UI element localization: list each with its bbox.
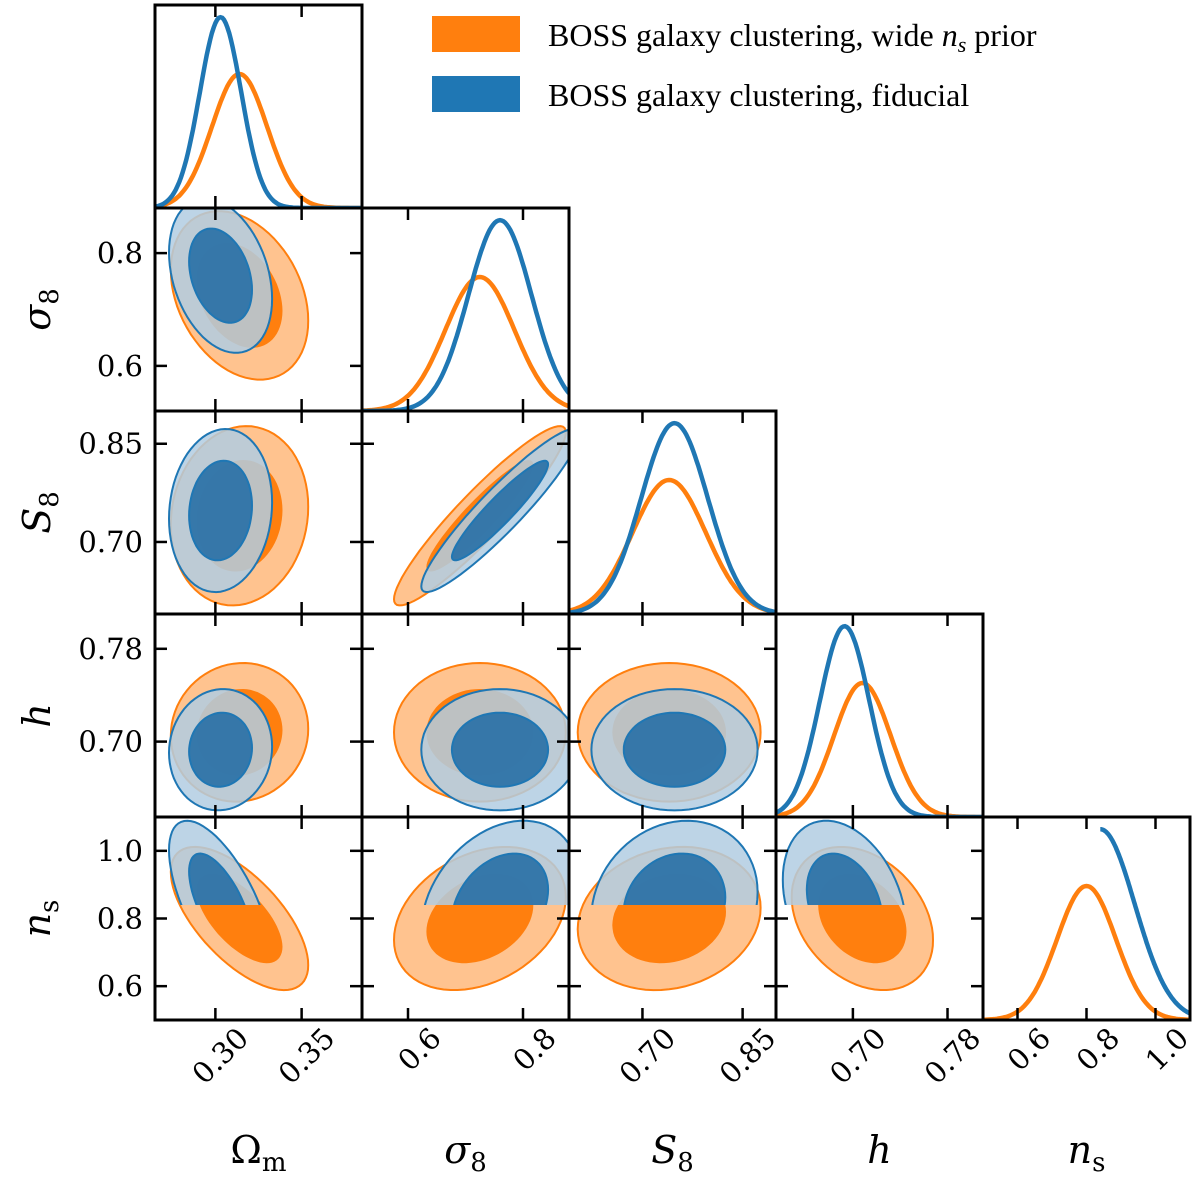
- pdf-curve-S8-1: [569, 420, 776, 614]
- contour-inner-om-S8-1: [188, 459, 254, 562]
- contour-group-om-h-1: [167, 688, 274, 812]
- x-axis-label-s8: σ8: [444, 1128, 487, 1178]
- pdf-curve-om-0: [155, 71, 362, 208]
- panel-content: [569, 420, 776, 614]
- y-tick-label-ns: 0.6: [97, 969, 143, 1003]
- panel-h-ns: [774, 815, 985, 1022]
- panel-S8-h: [567, 612, 778, 819]
- y-tick-label-ns: 0.8: [97, 902, 143, 936]
- contour-inner-s8-ns-1: [453, 852, 550, 905]
- panel-s8-S8: [360, 409, 571, 616]
- panel-content: [392, 425, 569, 607]
- panel-S8-ns: [567, 815, 778, 1022]
- panel-content: [167, 661, 310, 812]
- panel-s8-h: [360, 612, 571, 819]
- x-tick-label-h: 0.70: [823, 1021, 893, 1091]
- contour-inner-om-ns-1: [188, 852, 246, 905]
- pdf-curve-h-1: [776, 623, 983, 817]
- panel-content: [167, 208, 310, 381]
- pdf-curve-ns-0: [983, 883, 1190, 1020]
- x-tick-label-ns: 0.8: [1070, 1021, 1127, 1078]
- contour-group-s8-h-1: [420, 688, 569, 812]
- x-tick-label-ns: 1.0: [1139, 1021, 1196, 1078]
- y-axis-label-ns: ns: [15, 900, 65, 938]
- x-tick-label-ns: 0.6: [1001, 1021, 1058, 1078]
- panel-content: [362, 217, 569, 411]
- x-tick-label-h: 0.78: [918, 1021, 988, 1091]
- contour-group-S8-h-1: [590, 688, 759, 812]
- panel-s8-ns: [360, 815, 571, 1022]
- y-axis-label-S8: S8: [15, 491, 65, 534]
- panel-content: [776, 623, 983, 817]
- panel-S8-S8: [567, 409, 778, 616]
- panel-content: [167, 819, 310, 992]
- panel-h-h: [774, 612, 985, 819]
- y-tick-label-s8: 0.8: [97, 236, 143, 270]
- panel-frame: [774, 612, 985, 819]
- legend-swatch-orange: [432, 16, 520, 52]
- panel-content: [983, 826, 1190, 1020]
- y-tick-label-S8: 0.85: [78, 427, 143, 461]
- x-axis-label-h: h: [867, 1128, 891, 1172]
- panel-om-h: [153, 612, 364, 819]
- x-axis-label-om: Ωm: [230, 1128, 286, 1178]
- y-axis-label-s8: σ8: [15, 288, 65, 331]
- contour-inner-om-s8-1: [188, 227, 254, 324]
- y-tick-label-ns: 1.0: [97, 834, 143, 868]
- legend-label-blue: BOSS galaxy clustering, fiducial: [548, 77, 969, 113]
- y-tick-label-h: 0.70: [78, 725, 143, 759]
- y-tick-label-S8: 0.70: [78, 525, 143, 559]
- x-tick-label-om: 0.35: [272, 1021, 342, 1091]
- contour-group-s8-ns-1: [423, 819, 569, 905]
- contour-group-S8-ns-1: [591, 819, 759, 905]
- legend: BOSS galaxy clustering, wide ns prior BO…: [432, 16, 1037, 113]
- x-axis-label-S8: S8: [651, 1128, 694, 1178]
- pdf-curve-S8-0: [569, 477, 776, 614]
- panel-content: [155, 14, 362, 208]
- contour-inner-s8-S8-1: [450, 459, 550, 562]
- panel-s8-s8: [360, 206, 571, 413]
- contour-group-h-ns-1: [781, 819, 905, 905]
- panel-om-om: [153, 3, 364, 210]
- contour-group-s8-S8-1: [420, 428, 569, 594]
- panel-frame: [981, 815, 1192, 1022]
- contour-group-om-S8-1: [167, 427, 274, 594]
- y-tick-label-h: 0.78: [78, 632, 143, 666]
- y-tick-label-s8: 0.6: [97, 349, 143, 383]
- x-tick-label-s8: 0.6: [391, 1021, 448, 1078]
- contour-inner-h-ns-1: [805, 852, 882, 905]
- x-tick-label-S8: 0.70: [613, 1021, 683, 1091]
- panel-ns-ns: [981, 815, 1192, 1022]
- contour-inner-om-h-1: [188, 711, 254, 788]
- panel-content: [167, 425, 310, 607]
- contour-inner-S8-ns-1: [623, 852, 727, 905]
- x-tick-label-s8: 0.8: [506, 1021, 563, 1078]
- panel-content: [392, 819, 569, 991]
- y-axis-label-h: h: [15, 703, 59, 727]
- legend-swatch-blue: [432, 76, 520, 112]
- panel-content: [576, 661, 762, 812]
- x-axis-label-ns: ns: [1068, 1128, 1106, 1178]
- panel-content: [576, 819, 762, 992]
- contour-inner-s8-h-1: [450, 711, 550, 788]
- x-tick-label-S8: 0.85: [713, 1021, 783, 1091]
- panel-om-s8: [153, 206, 364, 413]
- contour-inner-S8-h-1: [622, 711, 727, 788]
- x-tick-label-om: 0.30: [185, 1021, 255, 1091]
- panel-content: [392, 661, 569, 812]
- panel-om-ns: [153, 815, 364, 1022]
- pdf-curve-s8-0: [362, 274, 569, 411]
- pdf-curve-om-1: [155, 14, 362, 208]
- panel-frame: [567, 409, 778, 616]
- contour-group-om-s8-1: [167, 208, 274, 354]
- contour-group-om-ns-1: [167, 819, 261, 905]
- panel-om-S8: [153, 409, 364, 616]
- pdf-curve-ns-1: [1100, 826, 1190, 1016]
- panel-content: [781, 819, 935, 991]
- legend-label-orange: BOSS galaxy clustering, wide ns prior: [548, 17, 1037, 57]
